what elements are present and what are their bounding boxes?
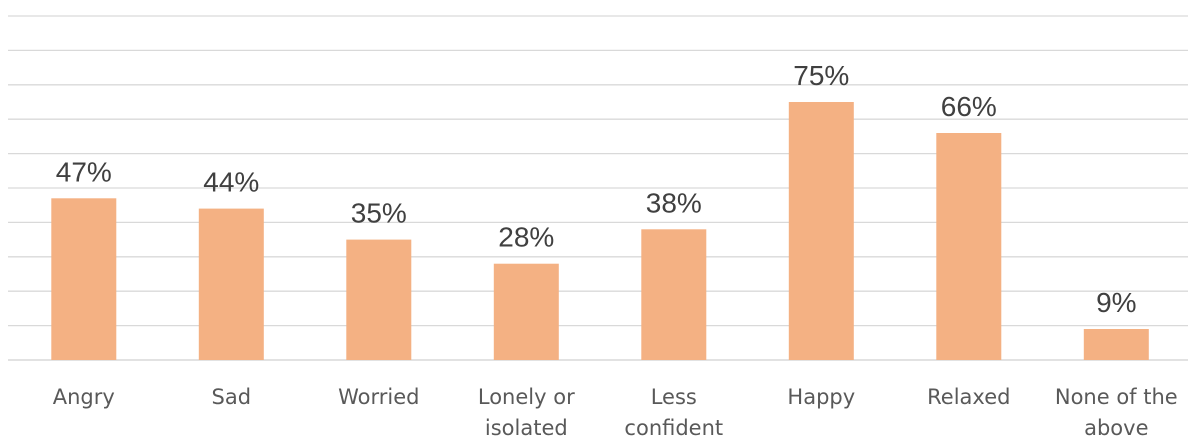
- bar: [936, 133, 1002, 360]
- category-label-line: Angry: [53, 385, 115, 409]
- bar: [198, 208, 264, 360]
- category-label-line: Worried: [338, 385, 419, 409]
- category-label-line: Relaxed: [927, 385, 1010, 409]
- bar: [51, 198, 117, 360]
- bars: [51, 102, 1149, 360]
- category-label-line: Happy: [787, 385, 855, 409]
- bar: [493, 263, 559, 360]
- category-label: Less confident: [624, 385, 723, 440]
- category-label-line: Lonely or: [478, 385, 575, 409]
- data-label: 38%: [646, 187, 702, 218]
- category-label: None of the above: [1055, 385, 1178, 440]
- category-label-line: Sad: [212, 385, 252, 409]
- category-label: Angry: [53, 385, 115, 409]
- data-label: 9%: [1096, 287, 1136, 318]
- data-label: 28%: [498, 222, 554, 253]
- data-label: 47%: [56, 156, 112, 187]
- data-label: 66%: [941, 91, 997, 122]
- category-label-line: None of the: [1055, 385, 1178, 409]
- category-label: Lonely or isolated: [478, 385, 575, 440]
- category-label: Worried: [338, 385, 419, 409]
- category-labels: Angry Sad Worried Lonely or isolated Less conf…: [53, 385, 1178, 440]
- data-label: 75%: [793, 60, 849, 91]
- category-label-line: above: [1084, 416, 1148, 440]
- category-label-line: confident: [624, 416, 723, 440]
- category-label: Sad: [212, 385, 252, 409]
- bar: [1083, 329, 1149, 360]
- data-label: 44%: [203, 167, 259, 198]
- data-label: 35%: [351, 198, 407, 229]
- value-labels: 47% 44% 35% 28% 38% 75% 66% 9%: [56, 60, 1137, 318]
- bar: [788, 102, 854, 360]
- bar: [346, 239, 412, 360]
- category-label: Relaxed: [927, 385, 1010, 409]
- bar: [641, 229, 707, 360]
- category-label-line: Less: [651, 385, 697, 409]
- gridlines: [8, 15, 1188, 361]
- category-label: Happy: [787, 385, 855, 409]
- category-label-line: isolated: [485, 416, 568, 440]
